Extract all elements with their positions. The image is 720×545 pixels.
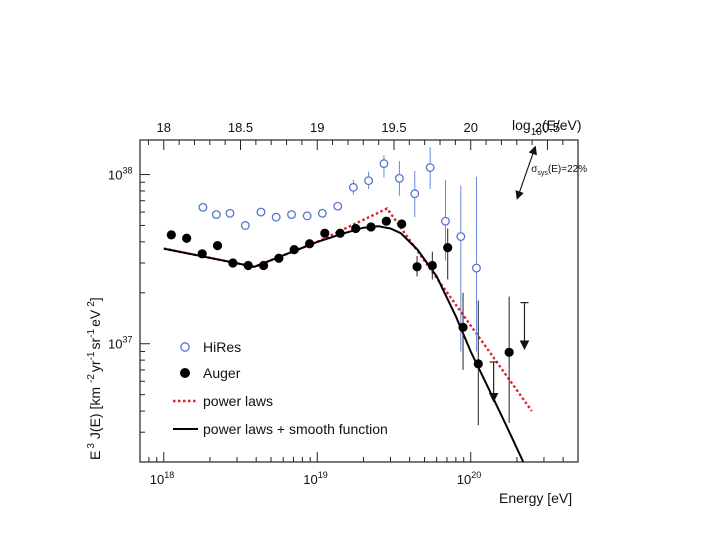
auger-point <box>458 322 468 332</box>
hires-point <box>240 221 250 230</box>
hires-point <box>287 210 296 220</box>
auger-point <box>397 219 407 229</box>
hires-point <box>333 201 343 211</box>
top-tick-label: 19.5 <box>381 120 406 135</box>
x-tick-label: 1020 <box>457 470 481 487</box>
hires-point <box>317 208 327 218</box>
auger-point <box>320 228 330 238</box>
top-axis-title: log10(E/eV) <box>512 117 582 138</box>
y-axis-title: E3J(E) [km-2yr-1sr-1eV2] <box>86 297 103 460</box>
legend-entry-power-laws: power laws <box>173 393 273 409</box>
top-tick-label: 18.5 <box>228 120 253 135</box>
top-axis: 18 18.5 19 19.5 20 20.5 <box>147 120 564 150</box>
hires-point <box>425 163 435 172</box>
hires-point <box>410 189 420 199</box>
systematic-annotation: σsys(E)=22% <box>515 145 587 200</box>
auger-point <box>412 262 422 272</box>
hires-point <box>379 159 389 169</box>
auger-point <box>504 347 514 357</box>
auger-point <box>166 230 176 240</box>
auger-point <box>258 260 269 271</box>
auger-point <box>443 242 453 253</box>
top-tick-label: 20.5 <box>535 120 560 135</box>
auger-point <box>212 241 223 251</box>
auger-point <box>197 249 207 259</box>
y-tick-label: 1037 <box>108 335 132 352</box>
legend-marker-auger <box>180 368 190 378</box>
x-axis: 1018 1019 1020 <box>139 452 579 487</box>
auger-point <box>243 260 253 271</box>
hires-series <box>198 147 481 352</box>
y-tick-label: 1038 <box>108 166 132 183</box>
legend-entry-smooth-function: power laws + smooth function <box>173 421 388 437</box>
top-tick-label: 20 <box>463 120 477 135</box>
auger-point <box>182 233 192 243</box>
hires-point <box>348 182 358 192</box>
hires-point <box>456 232 466 242</box>
legend-marker-hires <box>180 342 190 352</box>
auger-point <box>304 239 315 249</box>
x-axis-title: Energy [eV] <box>499 490 572 506</box>
auger-point <box>274 253 284 263</box>
hires-point <box>271 212 281 222</box>
legend-label-auger: Auger <box>203 365 241 381</box>
hires-point <box>256 207 266 217</box>
hires-point <box>441 216 450 226</box>
auger-point <box>335 228 345 238</box>
legend-label-smooth-function: power laws + smooth function <box>203 421 388 437</box>
systematic-label: σsys(E)=22% <box>531 164 587 177</box>
y-axis: 1037 1038 <box>108 166 150 463</box>
legend-entry-auger: Auger <box>180 365 241 381</box>
x-tick-label: 1018 <box>150 470 174 487</box>
top-tick-label: 19 <box>310 120 324 135</box>
hires-point <box>394 173 404 183</box>
legend-label-hires: HiRes <box>203 339 241 355</box>
hires-point <box>211 210 221 220</box>
auger-point <box>228 258 238 268</box>
auger-point <box>381 216 391 226</box>
hires-point <box>198 202 208 212</box>
smooth-function-line <box>163 225 525 462</box>
legend-label-power-laws: power laws <box>203 393 273 409</box>
x-tick-label: 1019 <box>303 470 327 487</box>
legend-entry-hires: HiRes <box>180 339 241 355</box>
auger-point <box>351 223 361 234</box>
auger-series <box>166 216 530 426</box>
auger-point <box>366 222 376 232</box>
hires-point <box>302 211 312 221</box>
auger-point <box>427 260 437 271</box>
smooth-function-series <box>163 225 525 462</box>
hires-point <box>472 263 481 273</box>
legend: HiRes Auger power laws power laws + smoo… <box>173 339 388 437</box>
hires-point <box>225 208 235 218</box>
hires-point <box>364 176 374 186</box>
top-tick-label: 18 <box>157 120 171 135</box>
auger-point <box>473 359 483 369</box>
plot-frame <box>139 139 579 463</box>
systematic-arrow <box>515 145 537 200</box>
auger-point <box>289 245 299 255</box>
